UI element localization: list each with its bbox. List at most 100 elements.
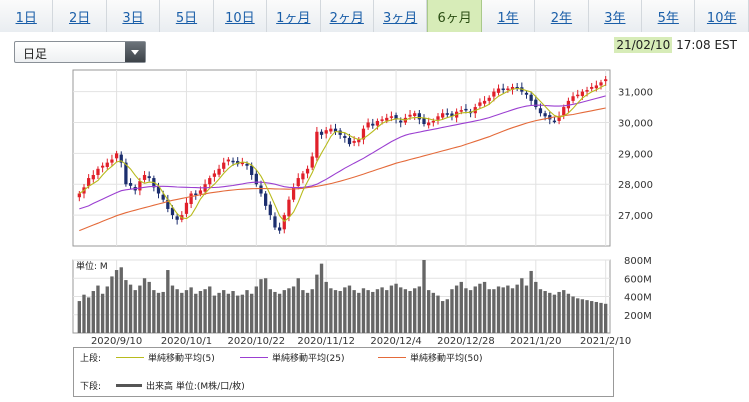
candle-body-21 [175,216,179,220]
volume-bar-62 [366,290,370,333]
tab-9[interactable]: 1年 [482,0,536,32]
volume-bar-56 [338,291,342,333]
candle-body-3 [91,174,95,180]
volume-bar-5 [100,293,105,333]
volume-bar-66 [385,290,389,333]
tab-12[interactable]: 5年 [642,0,696,32]
date-label-7: 2021/2/10 [580,336,631,347]
candle-body-41 [268,204,272,216]
volume-bar-97 [529,270,533,333]
ma25-swatch [240,356,268,358]
candle-body-42 [273,216,277,228]
tab-7[interactable]: 3ヶ月 [374,0,428,32]
volume-bar-39 [259,279,263,333]
candle-body-8 [114,153,119,159]
volume-bar-67 [389,285,394,333]
volume-bar-77 [436,295,440,333]
legend: 上段: 単純移動平均(5) 単純移動平均(25) 単純移動平均(50) 下段: … [73,347,614,397]
volume-bar-90 [496,286,501,333]
candle-body-51 [315,131,319,158]
chevron-down-icon[interactable] [125,42,145,62]
candle-body-44 [282,215,286,230]
tab-4[interactable]: 10日 [214,0,268,32]
tab-3[interactable]: 5日 [160,0,214,32]
candle-body-71 [408,114,412,117]
volume-bar-53 [324,281,328,333]
tab-1[interactable]: 2日 [53,0,107,32]
tab-10[interactable]: 2年 [535,0,589,32]
ma50-swatch [378,356,406,358]
volume-bar-75 [426,290,431,333]
tab-0[interactable]: 1日 [0,0,54,32]
candle-body-88 [487,97,491,101]
candle-body-5 [100,165,105,168]
volume-bar-30 [217,292,221,333]
volume-bar-2 [86,297,91,333]
candle-body-103 [557,116,561,121]
volume-bar-108 [580,299,585,333]
tab-13[interactable]: 10年 [695,0,749,32]
legend-ma25-label: 単純移動平均(25) [272,353,345,364]
candle-body-32 [226,159,231,162]
volume-bar-82 [459,281,463,333]
candle-body-20 [170,207,175,216]
candle-body-78 [441,113,445,118]
candle-body-102 [552,120,557,123]
candle-body-57 [343,136,347,138]
candle-body-93 [510,86,515,90]
volume-bar-48 [301,290,305,333]
candle-body-86 [478,102,482,106]
volume-bar-80 [450,289,454,333]
volume-bar-13 [138,285,142,333]
tab-6[interactable]: 2ヶ月 [321,0,374,32]
volume-bar-96 [524,285,529,333]
candle-body-79 [445,113,449,115]
volume-bar-102 [552,294,557,333]
candle-body-65 [380,119,384,121]
price-tick-3: 30,000 [618,118,653,129]
timestamp: 21/02/10 17:08 EST [614,37,737,53]
volume-bar-47 [296,278,300,333]
tab-5[interactable]: 1ヶ月 [267,0,321,32]
interval-select[interactable]: 日足 [14,41,146,63]
date-axis-labels: 2020/9/10 2020/10/1 2020/10/22 2020/11/12 20… [91,336,631,347]
volume-bar-98 [534,281,538,333]
volume-bar-49 [305,292,310,333]
price-tick-0: 27,000 [618,211,653,222]
volume-tick-1: 400M [624,293,652,304]
volume-bar-44 [282,290,286,333]
candle-body-6 [105,162,109,167]
volume-bar-20 [170,285,175,333]
legend-ma25: 単純移動平均(25) [240,351,344,364]
volume-bar-88 [487,289,491,333]
volume-bar-113 [603,303,608,333]
candle-body-64 [375,120,380,126]
candle-body-112 [599,82,603,86]
tab-8[interactable]: 6ヶ月 [427,0,482,32]
candle-body-108 [580,91,585,96]
candle-body-43 [277,227,282,231]
volume-bar-85 [473,286,477,333]
volume-bar-61 [361,288,366,333]
price-plot-area [72,69,611,247]
legend-lower-row: 下段: 出来高 単位:(M株/口/枚) [80,378,610,392]
volume-bar-14 [142,278,147,333]
timestamp-date: 21/02/10 [614,37,673,53]
volume-bar-34 [236,295,240,333]
volume-bar-101 [548,292,552,333]
candle-body-15 [147,176,151,179]
candle-body-11 [128,183,133,186]
candle-body-33 [231,160,235,163]
tab-2[interactable]: 3日 [107,0,161,32]
volume-bar-22 [180,292,184,333]
volume-bar-107 [576,298,580,333]
volume-bar-18 [161,291,165,333]
candle-body-19 [166,199,170,209]
legend-ma5-label: 単純移動平均(5) [148,353,215,364]
date-label-5: 2020/12/28 [437,336,495,347]
tab-11[interactable]: 3年 [589,0,643,32]
candle-body-98 [534,99,538,108]
volume-bar-84 [468,290,473,333]
volume-bar-15 [147,281,151,333]
